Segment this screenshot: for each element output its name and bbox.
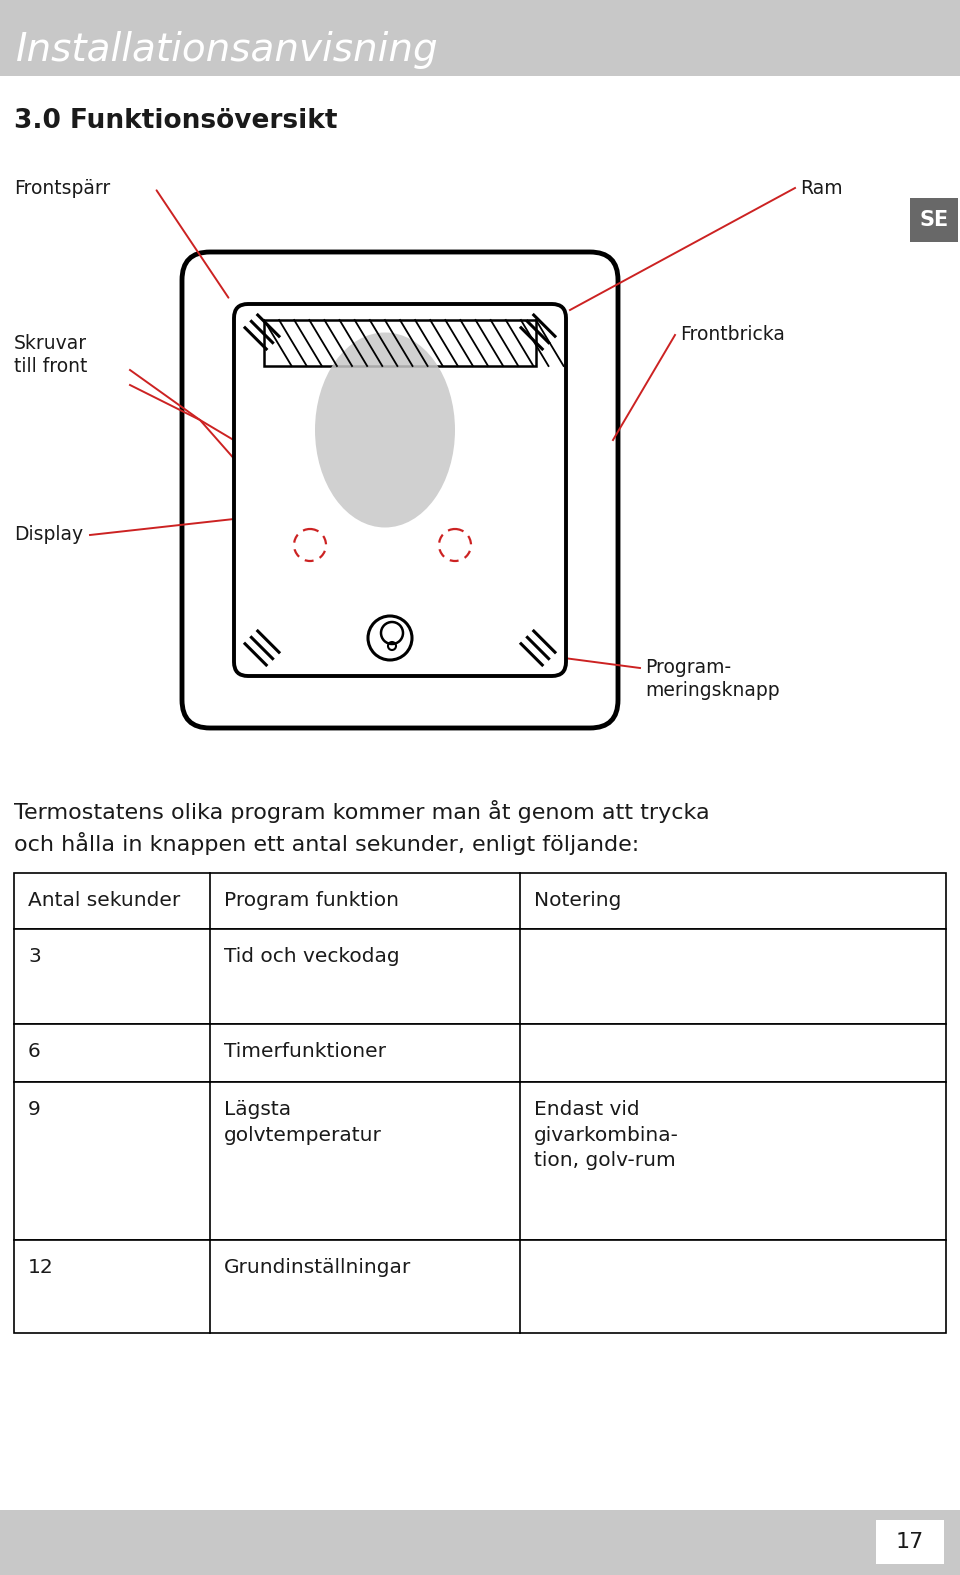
Circle shape bbox=[368, 616, 412, 660]
Bar bbox=[0, 0, 960, 76]
Text: 9: 9 bbox=[28, 1099, 40, 1118]
Text: Program funktion: Program funktion bbox=[224, 891, 399, 910]
Text: Timerfunktioner: Timerfunktioner bbox=[224, 1043, 386, 1062]
Text: Endast vid
givarkombina-
tion, golv-rum: Endast vid givarkombina- tion, golv-rum bbox=[534, 1099, 679, 1170]
Text: Grundinställningar: Grundinställningar bbox=[224, 1258, 411, 1277]
Text: SE: SE bbox=[920, 209, 948, 230]
Bar bbox=[14, 929, 946, 1024]
Bar bbox=[876, 1520, 944, 1564]
Text: Frontbricka: Frontbricka bbox=[680, 326, 785, 345]
Bar bbox=[14, 1024, 946, 1082]
Text: Installationsanvisning: Installationsanvisning bbox=[16, 32, 439, 69]
Bar bbox=[14, 1082, 946, 1240]
Text: 3.0 Funktionsöversikt: 3.0 Funktionsöversikt bbox=[14, 109, 338, 134]
Text: 17: 17 bbox=[896, 1532, 924, 1551]
FancyBboxPatch shape bbox=[234, 304, 566, 676]
Text: Antal sekunder: Antal sekunder bbox=[28, 891, 180, 910]
Text: Frontspärr: Frontspärr bbox=[14, 178, 110, 197]
Bar bbox=[910, 198, 958, 243]
Text: Ram: Ram bbox=[800, 178, 843, 197]
Text: Display: Display bbox=[14, 526, 84, 545]
Text: 6: 6 bbox=[28, 1043, 40, 1062]
Text: Lägsta
golvtemperatur: Lägsta golvtemperatur bbox=[224, 1099, 382, 1145]
FancyBboxPatch shape bbox=[182, 252, 618, 728]
Text: Skruvar
till front: Skruvar till front bbox=[14, 334, 87, 376]
Text: Tid och veckodag: Tid och veckodag bbox=[224, 947, 399, 965]
Ellipse shape bbox=[315, 332, 455, 528]
Bar bbox=[14, 873, 946, 929]
Bar bbox=[264, 320, 536, 365]
Text: Program-
meringsknapp: Program- meringsknapp bbox=[645, 658, 780, 701]
Text: Termostatens olika program kommer man åt genom att trycka
och hålla in knappen e: Termostatens olika program kommer man åt… bbox=[14, 800, 709, 855]
Text: Notering: Notering bbox=[534, 891, 621, 910]
Text: 3: 3 bbox=[28, 947, 40, 965]
Bar bbox=[0, 1510, 960, 1575]
Bar bbox=[14, 1240, 946, 1332]
Text: 12: 12 bbox=[28, 1258, 54, 1277]
